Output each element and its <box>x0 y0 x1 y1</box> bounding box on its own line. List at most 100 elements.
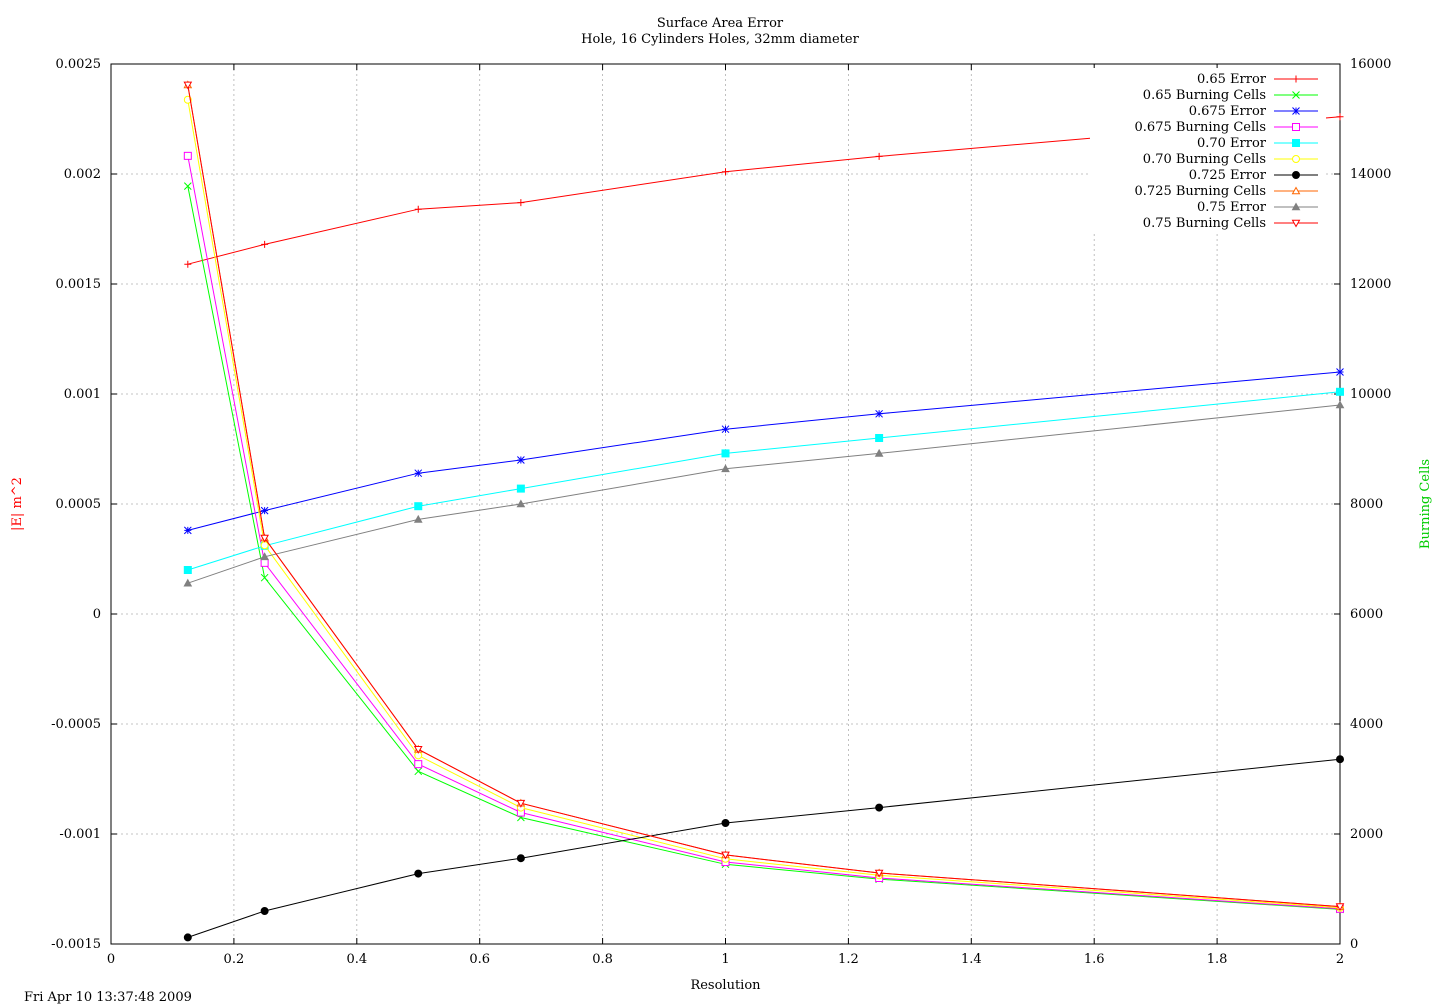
data-point <box>413 514 423 523</box>
series-line <box>187 391 1341 571</box>
series-1 <box>183 182 1344 914</box>
data-point <box>260 541 269 550</box>
y2-tick-label: 16000 <box>1350 57 1391 72</box>
data-point <box>721 819 730 827</box>
data-point <box>875 152 883 160</box>
series-3 <box>183 151 1344 913</box>
x-tick-label: 0.4 <box>346 952 367 967</box>
chart-title: Surface Area Error <box>656 16 784 31</box>
data-point <box>260 907 269 915</box>
legend-background <box>1090 68 1326 234</box>
data-point <box>413 746 423 754</box>
data-point <box>260 552 269 561</box>
legend-label: 0.70 Burning Cells <box>1143 152 1266 167</box>
timestamp: Fri Apr 10 13:37:48 2009 <box>24 990 192 1005</box>
legend-label: 0.65 Burning Cells <box>1143 88 1266 103</box>
y2-tick-label: 14000 <box>1350 167 1391 182</box>
data-point <box>1292 107 1300 115</box>
data-point <box>260 573 269 582</box>
data-point <box>414 205 422 213</box>
series-line <box>187 186 1341 910</box>
data-point <box>1291 219 1301 228</box>
y-tick-label: 0.0005 <box>56 497 102 512</box>
data-point <box>516 499 526 508</box>
x-tick-label: 0 <box>107 952 115 967</box>
x-tick-label: 1.8 <box>1207 952 1228 967</box>
data-point <box>414 767 423 776</box>
data-point <box>1335 903 1345 912</box>
data-point <box>517 456 525 464</box>
y2-tick-label: 4000 <box>1350 717 1383 732</box>
data-point <box>1336 387 1344 396</box>
data-point <box>1292 75 1300 83</box>
data-point <box>1291 186 1301 195</box>
x-tick-label: 1.2 <box>838 952 859 967</box>
series-2 <box>183 368 1344 535</box>
legend-label: 0.675 Error <box>1189 104 1267 119</box>
y2-tick-label: 10000 <box>1350 387 1391 402</box>
data-point <box>261 240 269 248</box>
y2-tick-label: 2000 <box>1350 827 1383 842</box>
legend-label: 0.75 Error <box>1197 200 1267 215</box>
y2-tick-label: 8000 <box>1350 497 1383 512</box>
series-line <box>187 371 1341 531</box>
series-6 <box>183 755 1344 942</box>
data-point <box>1336 755 1344 764</box>
data-point <box>1292 171 1300 179</box>
series-line <box>187 404 1341 584</box>
series-4 <box>183 387 1344 574</box>
series-0 <box>184 113 1344 268</box>
data-point <box>1335 400 1345 409</box>
data-point <box>517 199 525 207</box>
y-tick-label: 0.0025 <box>56 57 102 72</box>
data-point <box>1292 91 1300 99</box>
legend-label: 0.75 Burning Cells <box>1143 216 1266 231</box>
y-tick-label: -0.0015 <box>51 937 101 952</box>
data-point <box>260 534 269 543</box>
data-point <box>721 449 730 458</box>
series-9 <box>183 81 1345 912</box>
series-8 <box>183 400 1345 587</box>
data-point <box>1291 202 1301 211</box>
data-point <box>183 182 192 190</box>
data-point <box>414 502 423 511</box>
y2-tick-label: 6000 <box>1350 607 1383 622</box>
y-tick-label: 0 <box>93 607 101 622</box>
data-point <box>414 869 423 878</box>
y-tick-label: 0.0015 <box>56 277 102 292</box>
legend-label: 0.70 Error <box>1197 136 1267 151</box>
data-point <box>516 484 525 493</box>
data-point <box>1336 113 1344 121</box>
x-tick-label: 1.6 <box>1084 952 1105 967</box>
data-point <box>260 558 269 567</box>
data-point <box>1336 368 1344 376</box>
x-axis-label: Resolution <box>690 978 761 990</box>
y-tick-label: 0.002 <box>64 167 101 182</box>
data-point <box>183 578 193 587</box>
data-point <box>414 760 423 769</box>
y-axis-label: |E| m^2 <box>10 477 25 531</box>
chart-subtitle: Hole, 16 Cylinders Holes, 32mm diameter <box>581 32 859 47</box>
data-point <box>516 854 525 863</box>
data-point <box>1292 139 1300 147</box>
x-tick-label: 0.6 <box>469 952 490 967</box>
y-tick-label: 0.001 <box>64 387 101 402</box>
y2-axis-label: Burning Cells <box>1418 459 1433 549</box>
data-point <box>183 81 193 90</box>
data-point <box>721 851 730 860</box>
legend-label: 0.725 Error <box>1189 168 1267 183</box>
legend-label: 0.725 Burning Cells <box>1135 184 1266 199</box>
data-point <box>875 434 884 442</box>
data-point <box>874 448 884 457</box>
data-point <box>1292 123 1300 131</box>
x-tick-label: 0.2 <box>224 952 245 967</box>
x-tick-label: 2 <box>1336 952 1344 967</box>
series-line <box>187 758 1341 938</box>
data-point <box>414 469 423 478</box>
x-tick-label: 1 <box>721 952 729 967</box>
legend-label: 0.65 Error <box>1197 72 1267 87</box>
data-point <box>875 409 883 418</box>
data-point <box>1292 155 1300 163</box>
